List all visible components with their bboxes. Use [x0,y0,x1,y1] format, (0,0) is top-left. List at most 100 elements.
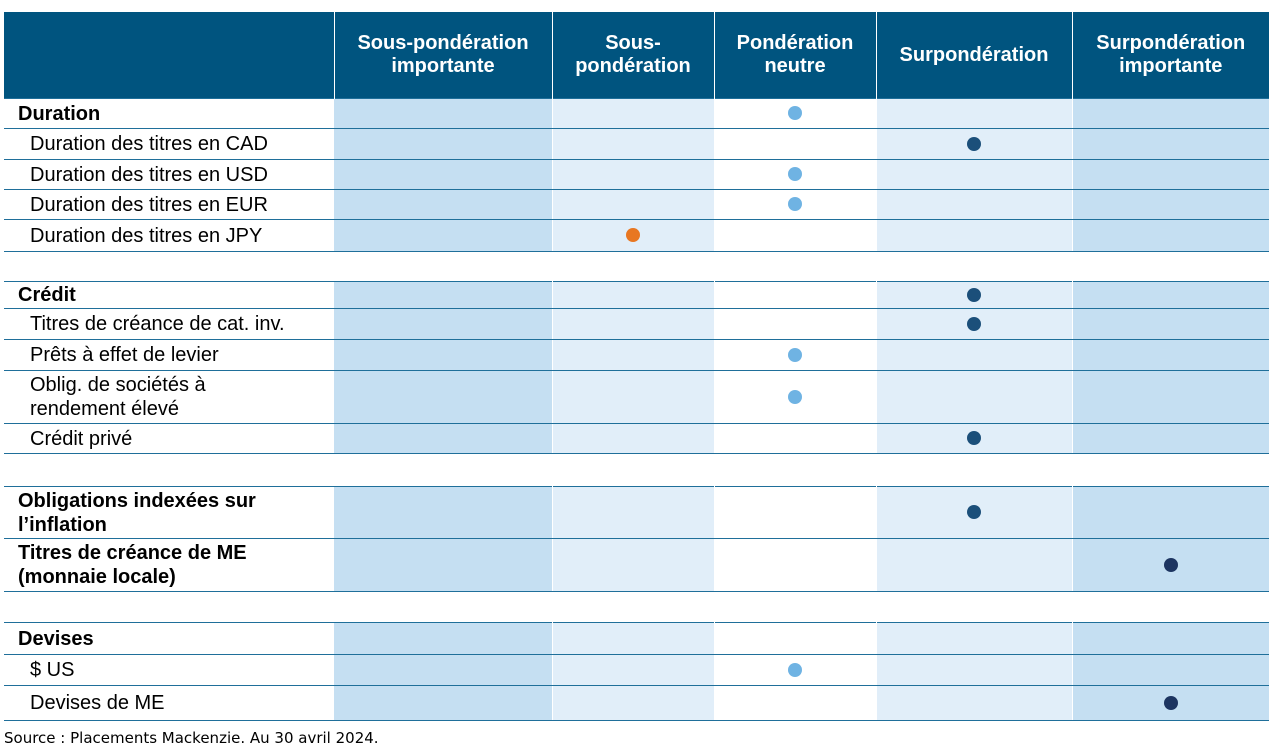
table-row: Crédit privé [4,423,1269,454]
light-dot-marker [788,197,802,212]
rating-cell [334,98,553,129]
spacer-row [4,453,1269,487]
rating-cell [1072,370,1269,424]
rating-cell [552,189,715,220]
row-label: $ US [4,654,334,686]
rating-cell [552,219,715,252]
rating-cell [334,622,553,655]
header-strong-underweight: Sous-pondération importante [334,12,553,99]
row-label: Obligations indexées sur l’inflation [4,486,334,539]
rating-cell [1072,622,1269,655]
dark-dot-marker [967,287,981,302]
table-row: Devises [4,622,1269,655]
rating-cell [876,370,1073,424]
table-row: Obligations indexées sur l’inflation [4,486,1269,539]
rating-cell [1072,486,1269,539]
table-row: Duration des titres en USD [4,159,1269,190]
row-label: Duration des titres en CAD [4,128,334,160]
rating-cell [714,189,877,220]
row-label: Oblig. de sociétés à rendement élevé [4,370,334,424]
light-dot-marker [788,347,802,362]
header-corner [4,12,335,99]
orange-dot-marker [626,228,640,243]
rating-cell [334,339,553,371]
row-label: Titres de créance de ME (monnaie locale) [4,538,334,592]
rating-cell [552,622,715,655]
rating-cell [334,538,553,592]
table-row: Duration [4,98,1269,129]
table-row: Duration des titres en JPY [4,219,1269,252]
rating-cell [1072,219,1269,252]
rating-cell [552,98,715,129]
rating-cell [714,308,877,340]
rating-cell [714,654,877,686]
rating-cell [1072,538,1269,592]
rating-cell [1072,189,1269,220]
rating-cell [1072,339,1269,371]
rating-cell [714,538,877,592]
navy-dot-marker [1163,557,1178,572]
navy-dot-marker [1163,695,1178,710]
rating-cell [552,538,715,592]
spacer-cell [4,251,1269,282]
rating-cell [876,654,1073,686]
rating-cell [1072,98,1269,129]
rating-cell [714,339,877,371]
table-row: Crédit [4,281,1269,309]
rating-cell [552,281,715,309]
rating-cell [1072,423,1269,454]
rating-cell [1072,685,1269,721]
rating-cell [1072,128,1269,160]
table-row: Prêts à effet de levier [4,339,1269,371]
row-label: Crédit privé [4,423,334,454]
rating-cell [876,685,1073,721]
source-note: Source : Placements Mackenzie. Au 30 avr… [4,729,379,747]
table-row: Titres de créance de cat. inv. [4,308,1269,340]
spacer-cell [4,591,1269,623]
row-label: Duration des titres en JPY [4,219,334,252]
header-row: Sous-pondération importante Sous-pondérat… [4,12,1269,99]
rating-cell [334,486,553,539]
header-neutral: Pondération neutre [714,12,877,99]
light-dot-marker [788,167,802,182]
light-dot-marker [788,389,802,404]
dark-dot-marker [967,316,981,331]
row-label: Duration [4,98,334,129]
spacer-row [4,591,1269,623]
row-label: Titres de créance de cat. inv. [4,308,334,340]
spacer-row [4,251,1269,282]
rating-cell [552,128,715,160]
rating-cell [714,370,877,424]
rating-cell [876,281,1073,309]
table-row: Titres de créance de ME (monnaie locale) [4,538,1269,592]
row-label: Devises [4,622,334,655]
rating-cell [714,423,877,454]
rating-cell [334,654,553,686]
rating-cell [552,486,715,539]
rating-cell [334,159,553,190]
rating-cell [876,159,1073,190]
rating-cell [1072,308,1269,340]
rating-cell [714,486,877,539]
rating-cell [714,128,877,160]
table-row: Duration des titres en EUR [4,189,1269,220]
spacer-cell [4,453,1269,487]
header-strong-overweight: Surpondération importante [1072,12,1269,99]
rating-cell [1072,281,1269,309]
rating-cell [876,219,1073,252]
rating-cell [552,308,715,340]
rating-cell [876,538,1073,592]
table-row: Duration des titres en CAD [4,128,1269,160]
rating-cell [714,685,877,721]
row-label: Crédit [4,281,334,309]
rating-cell [1072,654,1269,686]
rating-cell [552,370,715,424]
rating-cell [876,423,1073,454]
rating-cell [334,281,553,309]
row-label: Prêts à effet de levier [4,339,334,371]
light-dot-marker [788,662,802,677]
rating-cell [334,219,553,252]
rating-cell [876,189,1073,220]
rating-cell [334,189,553,220]
rating-cell [334,128,553,160]
